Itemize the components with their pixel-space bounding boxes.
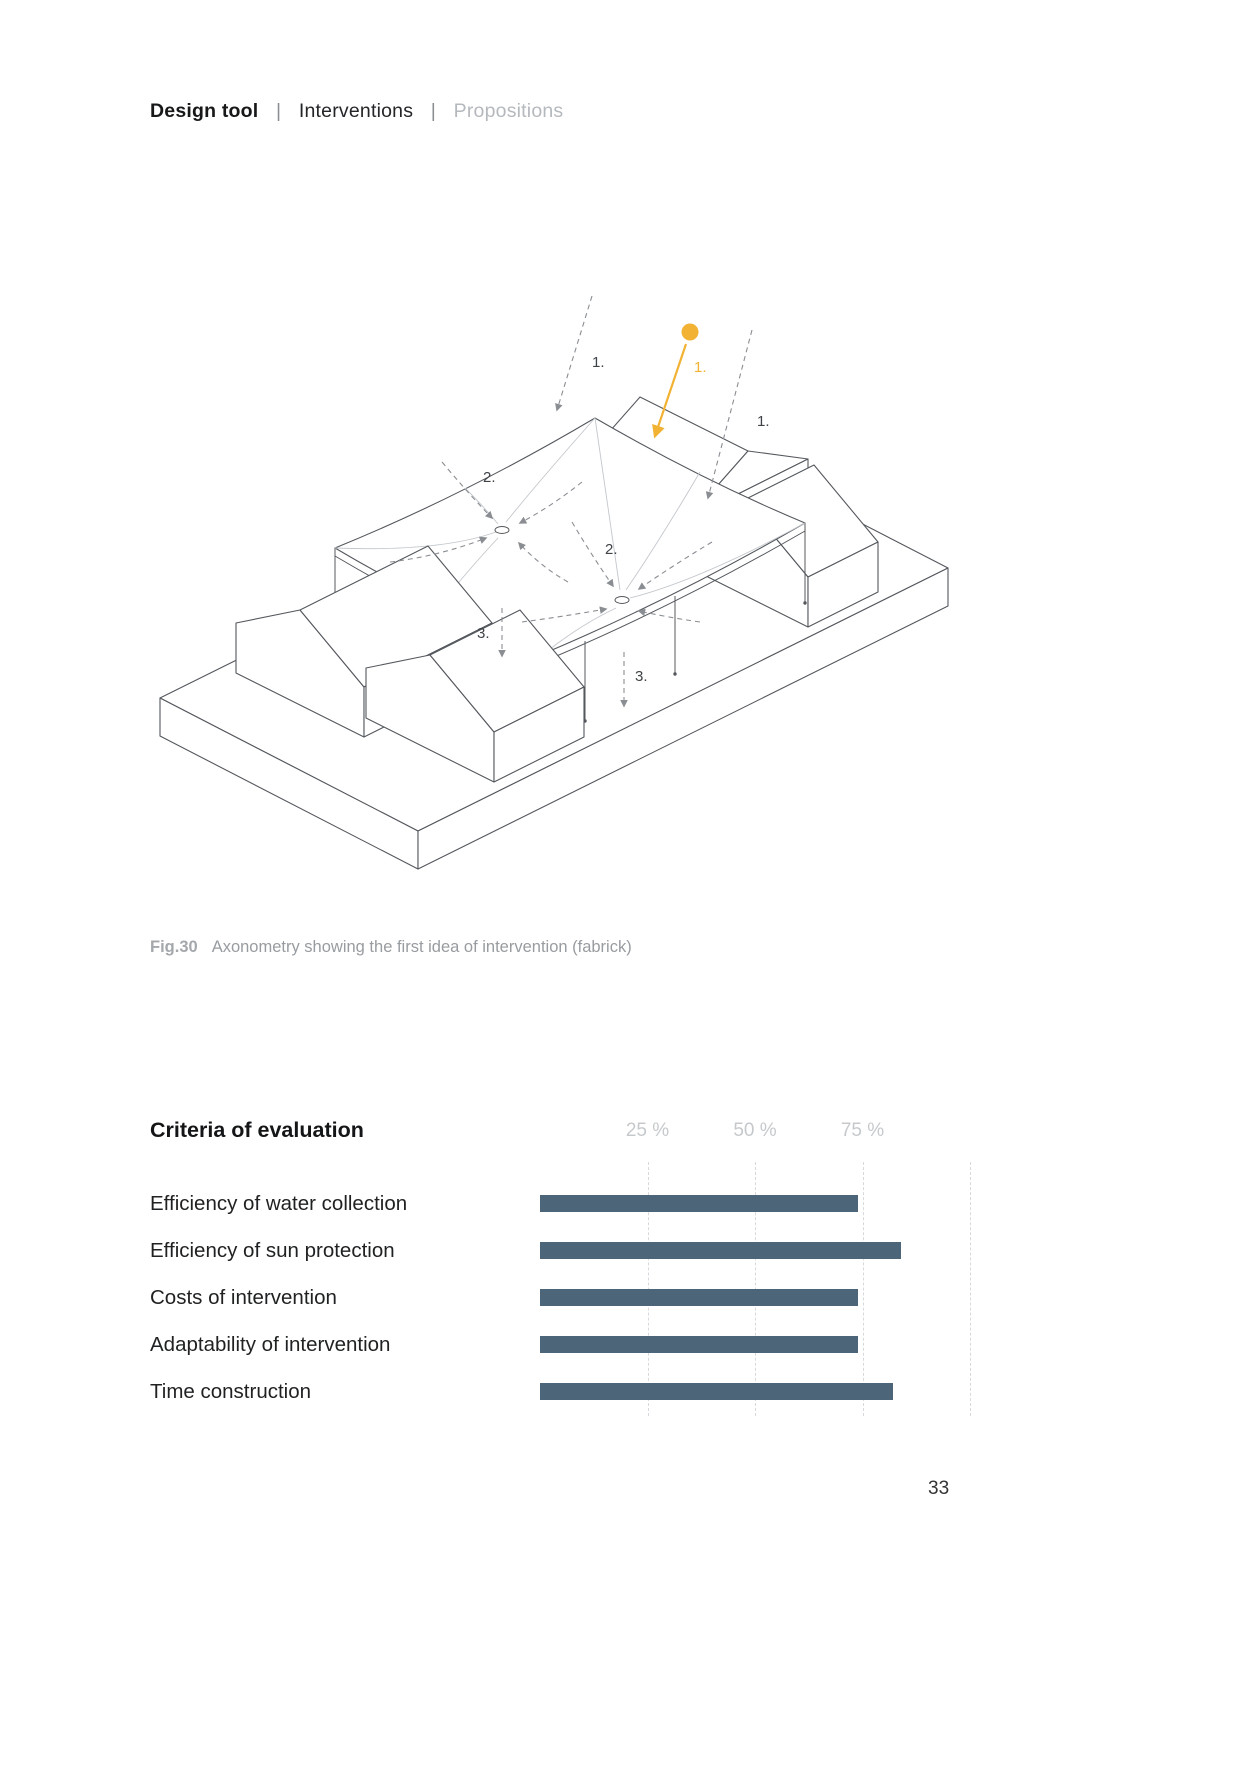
chart-row: Costs of intervention xyxy=(150,1274,970,1321)
annotation-2a: 2. xyxy=(483,469,496,486)
figure-labels: 1. 1. 1. 2. 2. 3. 3. xyxy=(477,354,770,685)
row-label: Efficiency of water collection xyxy=(150,1191,408,1215)
bar-track xyxy=(540,1195,970,1212)
axonometry-figure: 1. 1. 1. 2. 2. 3. 3. xyxy=(159,295,949,870)
drain-funnel xyxy=(494,526,510,534)
row-label: Adaptability of intervention xyxy=(150,1332,391,1356)
annotation-1b: 1. xyxy=(694,359,707,376)
house-south xyxy=(365,609,585,783)
breadcrumb-item-design-tool: Design tool xyxy=(150,100,259,122)
breadcrumb-separator: | xyxy=(276,100,282,122)
gridline xyxy=(862,1162,864,1416)
figure-caption-text: Axonometry showing the first idea of int… xyxy=(211,938,632,956)
breadcrumb-item-propositions: Propositions xyxy=(453,100,564,122)
breadcrumb-separator: | xyxy=(430,100,437,122)
flow-arrows xyxy=(389,461,713,623)
row-label: Efficiency of sun protection xyxy=(150,1238,395,1262)
bar-track xyxy=(540,1289,970,1306)
figure-caption-tag: Fig.30 xyxy=(150,938,198,956)
chart-row: Efficiency of water collection xyxy=(150,1180,970,1227)
bar xyxy=(540,1195,859,1212)
chart-row: Adaptability of intervention xyxy=(150,1321,970,1368)
drain-arrows xyxy=(498,608,628,708)
page-number: 33 xyxy=(928,1478,950,1499)
annotation-1a: 1. xyxy=(592,354,605,371)
drain-funnel xyxy=(614,596,630,604)
annotation-1c: 1. xyxy=(757,413,770,430)
annotation-2b: 2. xyxy=(605,541,618,558)
bar-track xyxy=(540,1336,970,1353)
chart-rows: Efficiency of water collection Efficiency… xyxy=(150,1162,970,1415)
row-label: Time construction xyxy=(150,1379,312,1403)
chart-row: Time construction xyxy=(150,1368,970,1415)
gridline xyxy=(970,1162,971,1416)
chart-area: Efficiency of water collection Efficiency… xyxy=(150,1162,971,1428)
tick-label: 50 % xyxy=(733,1120,777,1141)
chart-row: Efficiency of sun protection xyxy=(150,1227,970,1274)
tick-label: 75 % xyxy=(840,1120,885,1141)
annotation-3b: 3. xyxy=(635,668,648,685)
breadcrumb: Design tool | Interventions | Propositio… xyxy=(150,100,563,123)
bar-track xyxy=(540,1242,970,1259)
chart-header: Criteria of evaluation 25 % 50 % 75 % xyxy=(150,1118,970,1162)
rain-arrows xyxy=(555,295,753,500)
sun-icon xyxy=(652,323,699,439)
bar xyxy=(540,1336,859,1353)
bar xyxy=(540,1383,893,1400)
bar xyxy=(540,1242,902,1259)
chart-ticks: 25 % 50 % 75 % xyxy=(540,1120,970,1146)
bar-track xyxy=(540,1383,970,1400)
bar xyxy=(540,1289,859,1306)
tick-label: 25 % xyxy=(625,1120,670,1141)
sun-arrow xyxy=(652,343,688,439)
chart-title: Criteria of evaluation xyxy=(150,1118,364,1142)
annotation-3a: 3. xyxy=(477,625,490,642)
criteria-chart: Criteria of evaluation 25 % 50 % 75 % Effi… xyxy=(150,1118,971,1428)
figure-caption: Fig.30 Axonometry showing the first idea … xyxy=(150,938,632,957)
breadcrumb-item-interventions: Interventions xyxy=(298,100,414,122)
row-label: Costs of intervention xyxy=(150,1285,337,1309)
